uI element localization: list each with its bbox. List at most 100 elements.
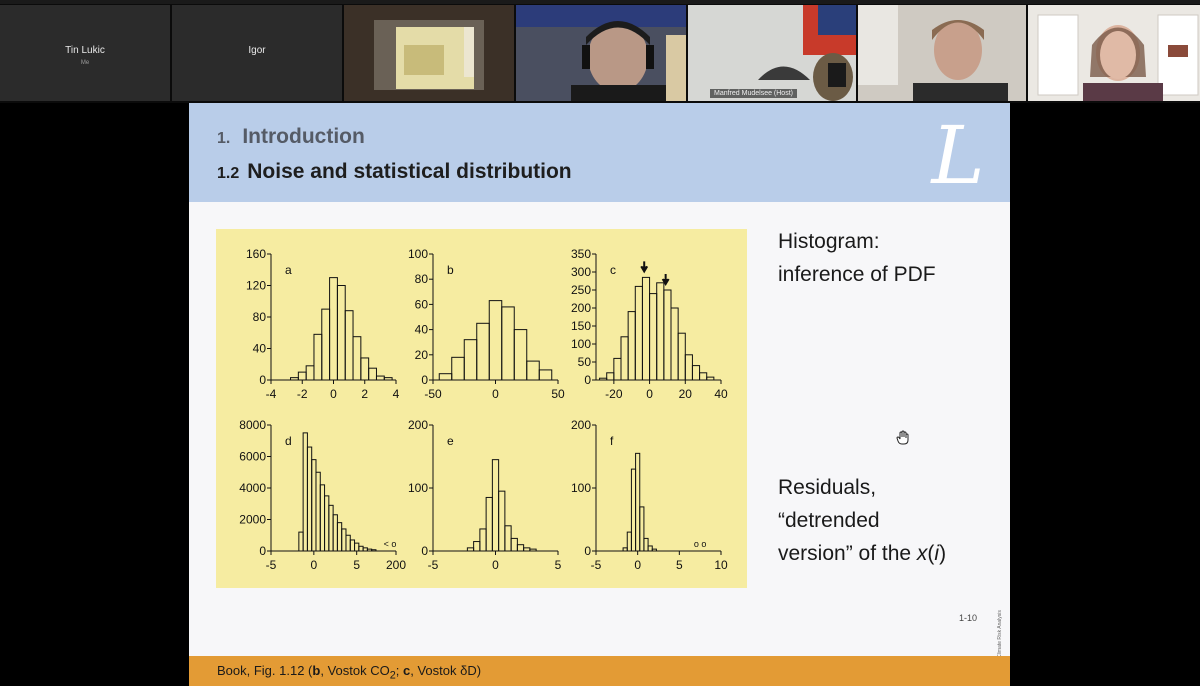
histogram-bar bbox=[706, 376, 715, 381]
footer-text-mid1: , Vostok CO bbox=[320, 663, 390, 678]
histogram-bar bbox=[297, 371, 307, 381]
panel-label: f bbox=[610, 434, 614, 448]
histogram-bar bbox=[313, 333, 323, 381]
participant-tile-video-7[interactable] bbox=[1028, 5, 1200, 101]
x-tick-label: 0 bbox=[492, 387, 499, 401]
residuals-caption-line-1: Residuals, bbox=[778, 476, 877, 499]
participant-video bbox=[858, 5, 1026, 101]
participant-tile-host[interactable]: Manfred Mudelsee (Host) bbox=[688, 5, 856, 101]
x-tick-label: 0 bbox=[646, 387, 653, 401]
meeting-title-bar bbox=[0, 0, 1200, 4]
participant-tile-video-3[interactable] bbox=[344, 5, 514, 101]
y-tick-label: 60 bbox=[415, 297, 429, 311]
y-tick-label: 80 bbox=[415, 272, 429, 286]
y-tick-label: 150 bbox=[571, 319, 591, 333]
slide-page-number: 1-10 bbox=[959, 613, 978, 623]
histogram-bar bbox=[360, 357, 370, 381]
histogram-caption-line-1: Histogram: bbox=[778, 230, 880, 253]
x-tick-label: 40 bbox=[714, 387, 728, 401]
histogram-bar bbox=[639, 506, 645, 552]
arrow-annotation bbox=[640, 261, 649, 274]
participant-tile-igor[interactable]: Igor bbox=[172, 5, 342, 101]
histogram-bar bbox=[319, 484, 326, 552]
x-tick-label: 0 bbox=[310, 558, 317, 572]
histogram-bar bbox=[663, 289, 672, 381]
histogram-bar bbox=[647, 545, 653, 552]
histogram-bar bbox=[344, 310, 354, 381]
y-tick-label: 40 bbox=[415, 323, 429, 337]
histogram-bar bbox=[476, 322, 490, 381]
histogram-bar bbox=[463, 339, 478, 381]
histogram-bar bbox=[368, 367, 377, 381]
y-tick-label: 40 bbox=[253, 342, 267, 356]
arrow-annotation bbox=[661, 274, 670, 286]
residuals-caption-line-2: “detrended bbox=[778, 509, 880, 532]
residuals-paren-open: ( bbox=[927, 542, 935, 565]
participant-subtitle: Me bbox=[80, 60, 90, 66]
histogram-caption-line-2: inference of PDF bbox=[778, 263, 936, 286]
histogram-bar bbox=[670, 307, 679, 381]
slide-footer: Book, Fig. 1.12 (b, Vostok CO2; c, Vosto… bbox=[189, 656, 1010, 686]
y-tick-label: 100 bbox=[571, 337, 591, 351]
histogram-bar bbox=[677, 332, 686, 381]
section-number: 1. bbox=[217, 130, 231, 147]
histogram-bar bbox=[626, 531, 632, 552]
histogram-bar bbox=[332, 514, 338, 552]
histogram-bar bbox=[328, 504, 334, 552]
x-tick-label: 2 bbox=[361, 387, 368, 401]
histogram-bar bbox=[538, 369, 553, 381]
histogram-bar bbox=[620, 336, 629, 381]
outlier-annotation: o o bbox=[694, 539, 707, 549]
subsection-title: Noise and statistical distribution bbox=[247, 160, 572, 183]
participant-tile-video-4[interactable] bbox=[516, 5, 686, 101]
hand-cursor-icon bbox=[896, 430, 909, 445]
histogram-bar bbox=[529, 548, 537, 552]
footer-text-end: , Vostok δD) bbox=[410, 663, 482, 678]
footer-text-mid2: ; bbox=[395, 663, 403, 678]
y-tick-label: 100 bbox=[408, 247, 428, 261]
x-tick-label: -2 bbox=[297, 387, 308, 401]
histogram-bar bbox=[329, 277, 338, 381]
residuals-caption: Residuals, “detrended version” of the x(… bbox=[778, 471, 946, 570]
histogram-bar bbox=[371, 549, 377, 552]
x-tick-label: 4 bbox=[393, 387, 400, 401]
participant-tile-video-6[interactable] bbox=[858, 5, 1026, 101]
histogram-bar bbox=[599, 377, 608, 381]
histogram-bar bbox=[523, 547, 531, 552]
histogram-bar bbox=[336, 522, 343, 552]
footer-b: b bbox=[312, 663, 321, 678]
x-tick-label: -4 bbox=[266, 387, 277, 401]
x-tick-label: -5 bbox=[428, 558, 439, 572]
histogram-bar bbox=[635, 452, 641, 552]
participant-tile-tin-lukic[interactable]: Tin Lukic Me bbox=[0, 5, 170, 101]
y-tick-label: 4000 bbox=[239, 481, 266, 495]
histogram-bar bbox=[641, 276, 651, 381]
participant-name: Tin Lukic bbox=[65, 45, 105, 56]
histogram-bar bbox=[306, 446, 313, 552]
histogram-bar bbox=[516, 544, 525, 552]
histogram-bar bbox=[613, 357, 622, 381]
histogram-bar bbox=[513, 329, 528, 381]
y-tick-label: 0 bbox=[421, 373, 428, 387]
x-tick-label: -5 bbox=[266, 558, 277, 572]
histogram-bar bbox=[354, 542, 360, 552]
histogram-bar bbox=[298, 531, 304, 552]
y-tick-label: 2000 bbox=[239, 513, 266, 527]
histogram-bar bbox=[302, 432, 308, 552]
y-tick-label: 350 bbox=[571, 247, 591, 261]
panel-label: a bbox=[285, 263, 292, 277]
y-tick-label: 8000 bbox=[239, 418, 266, 432]
histogram-bar bbox=[349, 539, 356, 552]
x-tick-label: -20 bbox=[605, 387, 623, 401]
histogram-bar bbox=[305, 365, 315, 381]
histogram-bar bbox=[358, 545, 364, 552]
histogram-bar bbox=[699, 372, 708, 381]
x-tick-label: 5 bbox=[353, 558, 360, 572]
x-tick-label: 10 bbox=[714, 558, 728, 572]
residuals-caption-line-3: version” of the x(i) bbox=[778, 537, 946, 570]
residuals-paren-close: ) bbox=[939, 542, 947, 565]
y-tick-label: 0 bbox=[584, 544, 591, 558]
histogram-bar bbox=[684, 354, 693, 381]
subsection-number: 1.2 bbox=[217, 165, 240, 182]
